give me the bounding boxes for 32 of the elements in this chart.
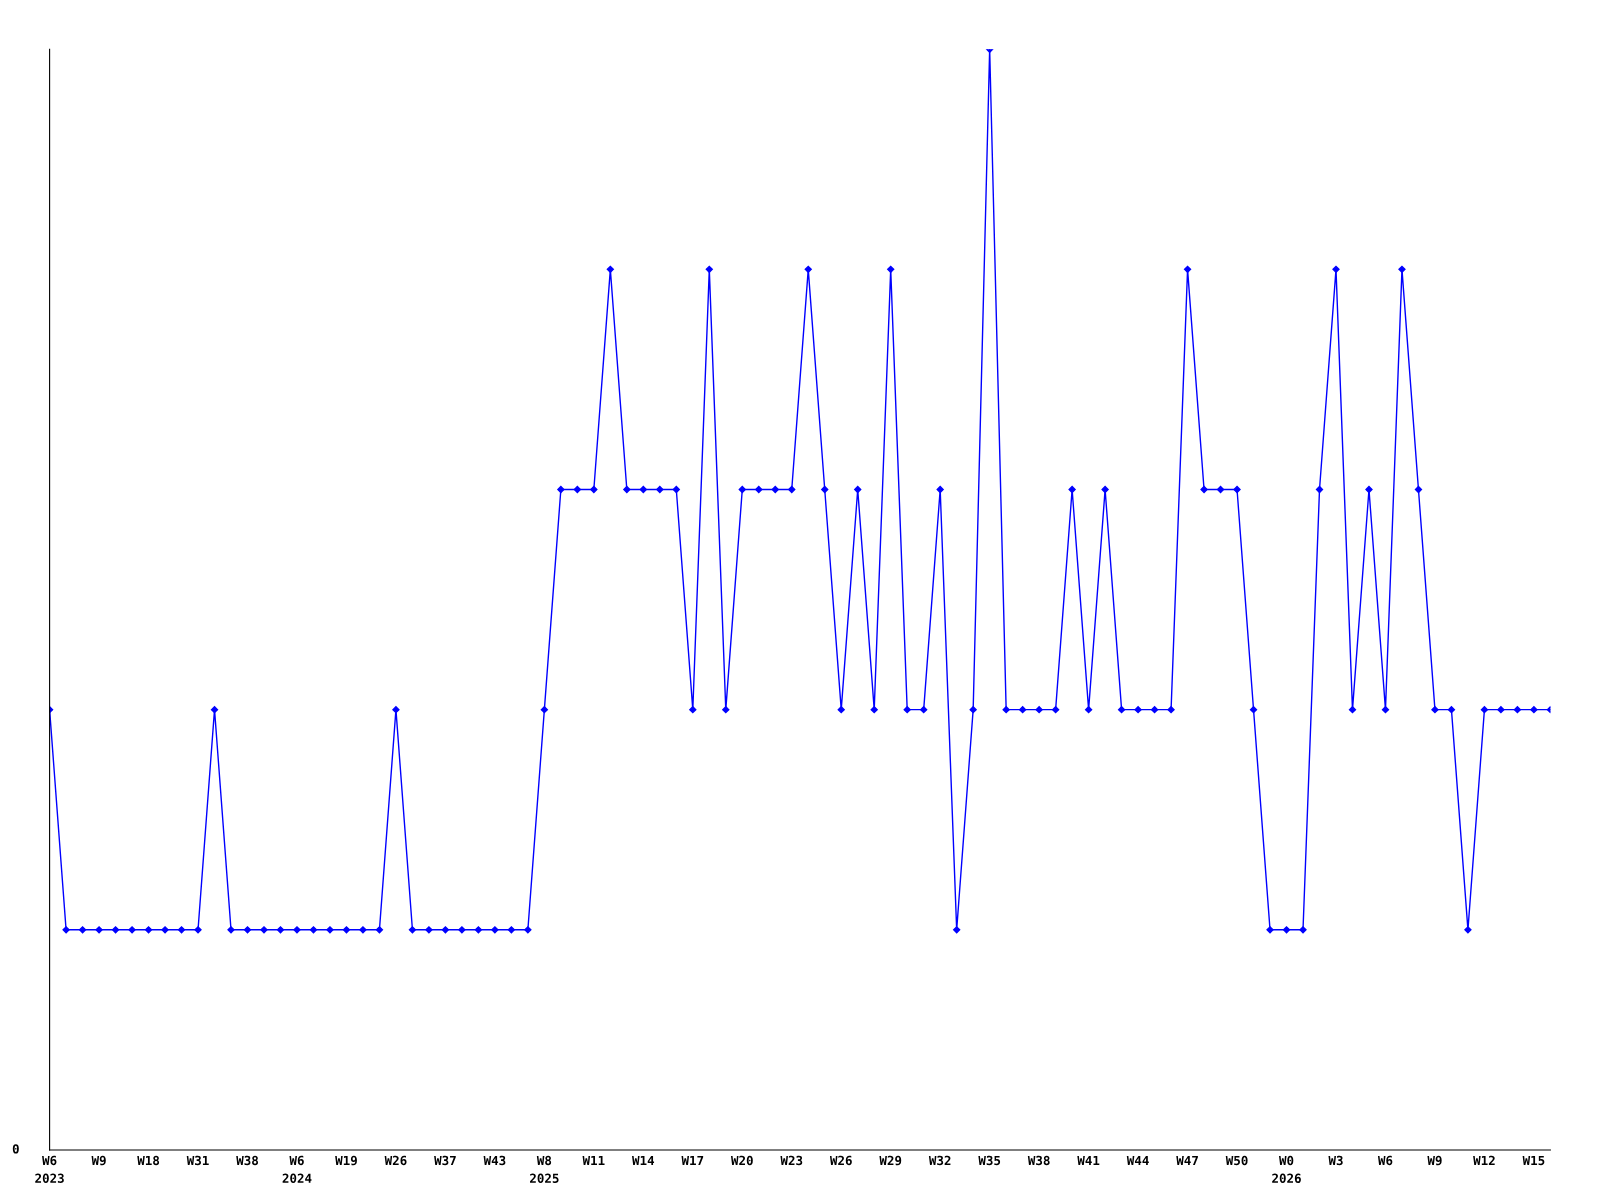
x-tick-label: W3 (1328, 1155, 1343, 1166)
x-tick-label: W38 (1027, 1155, 1050, 1166)
x-tick-label: W6 2023 (35, 1155, 64, 1183)
x-tick-label: W29 (879, 1155, 902, 1166)
x-tick-label: W32 (928, 1155, 951, 1166)
x-tick-label: W17 (681, 1155, 704, 1166)
x-tick-label: W38 (236, 1155, 259, 1166)
x-tick-label: W6 (1377, 1155, 1393, 1166)
x-tick-label: W18 (137, 1155, 160, 1166)
x-tick-label: W19 (335, 1155, 357, 1166)
x-tick-label: W44 (1126, 1155, 1149, 1166)
x-tick-label: W26 (829, 1155, 852, 1166)
x-tick-label: W11 (582, 1155, 605, 1166)
x-tick-label: W6 2024 (282, 1155, 312, 1183)
x-tick-label: W8 2025 (530, 1155, 559, 1183)
x-tick-label: W12 (1473, 1155, 1495, 1166)
x-tick-label: W14 (632, 1155, 655, 1166)
x-tick-label: W41 (1077, 1155, 1100, 1166)
x-tick-label: W43 (483, 1155, 506, 1166)
x-tick-label: W20 (730, 1155, 753, 1166)
text: 0 (12, 1144, 19, 1154)
x-tick-label: W26 (384, 1155, 407, 1166)
x-tick-label: W9 (91, 1155, 106, 1166)
x-tick-label: W35 (978, 1155, 1001, 1166)
x-tick-label: W47 (1176, 1155, 1198, 1166)
x-tick-label: W9 (1427, 1155, 1442, 1166)
x-tick-label: W31 (186, 1155, 209, 1166)
x-tick-label: W50 (1225, 1155, 1248, 1166)
x-tick-label: W23 (780, 1155, 803, 1166)
x-tick-label: W15 (1522, 1155, 1545, 1166)
x-tick-label: W0 2026 (1272, 1155, 1301, 1183)
x-tick-label: W37 (434, 1155, 456, 1166)
